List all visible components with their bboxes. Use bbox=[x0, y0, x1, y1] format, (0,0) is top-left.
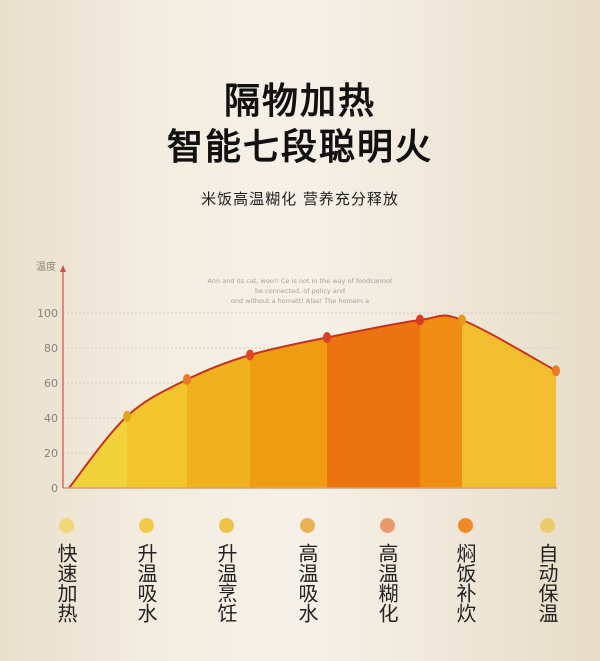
stage-dot-icon bbox=[539, 518, 555, 533]
watermark-text: be connected, of policy and bbox=[255, 287, 345, 295]
stage-band bbox=[327, 315, 421, 488]
stage-dot-icon bbox=[457, 518, 473, 533]
stage-band bbox=[187, 315, 251, 488]
stage-item: 自动保温 bbox=[532, 518, 562, 623]
stage-dot-icon bbox=[299, 518, 315, 533]
stage-label: 高温糊化 bbox=[375, 543, 399, 623]
stage-label: 升温吸水 bbox=[134, 543, 158, 623]
area-bands bbox=[69, 315, 556, 488]
stage-label: 快速加热 bbox=[54, 543, 78, 623]
y-tick-label: 100 bbox=[37, 307, 58, 320]
stage-item: 快速加热 bbox=[51, 518, 81, 623]
stage-item: 高温吸水 bbox=[292, 518, 322, 623]
stage-dot-icon bbox=[138, 518, 154, 533]
stage-dot-icon bbox=[379, 518, 395, 533]
stage-item: 升温吸水 bbox=[131, 518, 161, 623]
stage-band bbox=[127, 315, 188, 488]
stage-item: 高温糊化 bbox=[372, 518, 402, 623]
y-tick-label: 80 bbox=[44, 342, 58, 355]
y-tick-label: 40 bbox=[44, 412, 58, 425]
y-tick-label: 20 bbox=[44, 447, 58, 460]
watermark-text: Ann and its cat, woo!! Ce is not in the … bbox=[207, 277, 393, 285]
stage-dot-icon bbox=[58, 518, 74, 533]
stage-band bbox=[69, 315, 128, 488]
y-tick-label: 60 bbox=[44, 377, 58, 390]
data-point bbox=[246, 349, 254, 361]
data-point bbox=[123, 410, 131, 422]
data-point bbox=[458, 314, 466, 326]
data-point bbox=[323, 332, 331, 343]
stage-label: 高温吸水 bbox=[295, 543, 319, 623]
stage-item: 升温烹饪 bbox=[211, 518, 241, 623]
y-axis-arrow-icon bbox=[60, 265, 66, 272]
title-line-2: 智能七段聪明火 bbox=[166, 127, 433, 168]
stage-item: 焖饭补炊 bbox=[450, 518, 480, 623]
y-tick-label: 0 bbox=[51, 482, 58, 495]
stage-band bbox=[420, 315, 463, 488]
y-axis-label: 温度 bbox=[36, 260, 56, 273]
stage-label: 升温烹饪 bbox=[214, 543, 238, 623]
title-line-1: 隔物加热 bbox=[223, 81, 376, 122]
data-point bbox=[183, 374, 191, 385]
data-point bbox=[416, 314, 424, 326]
stage-label: 焖饭补炊 bbox=[453, 543, 477, 623]
stage-dot-icon bbox=[218, 518, 234, 533]
stage-label: 自动保温 bbox=[535, 543, 559, 623]
data-point bbox=[552, 365, 560, 377]
stage-band bbox=[250, 315, 328, 488]
subtitle: 米饭高温糊化 营养充分释放 bbox=[201, 190, 399, 208]
stage-band bbox=[462, 315, 556, 488]
watermark-text: ond without a homett! Alas! The homem a bbox=[231, 297, 369, 305]
